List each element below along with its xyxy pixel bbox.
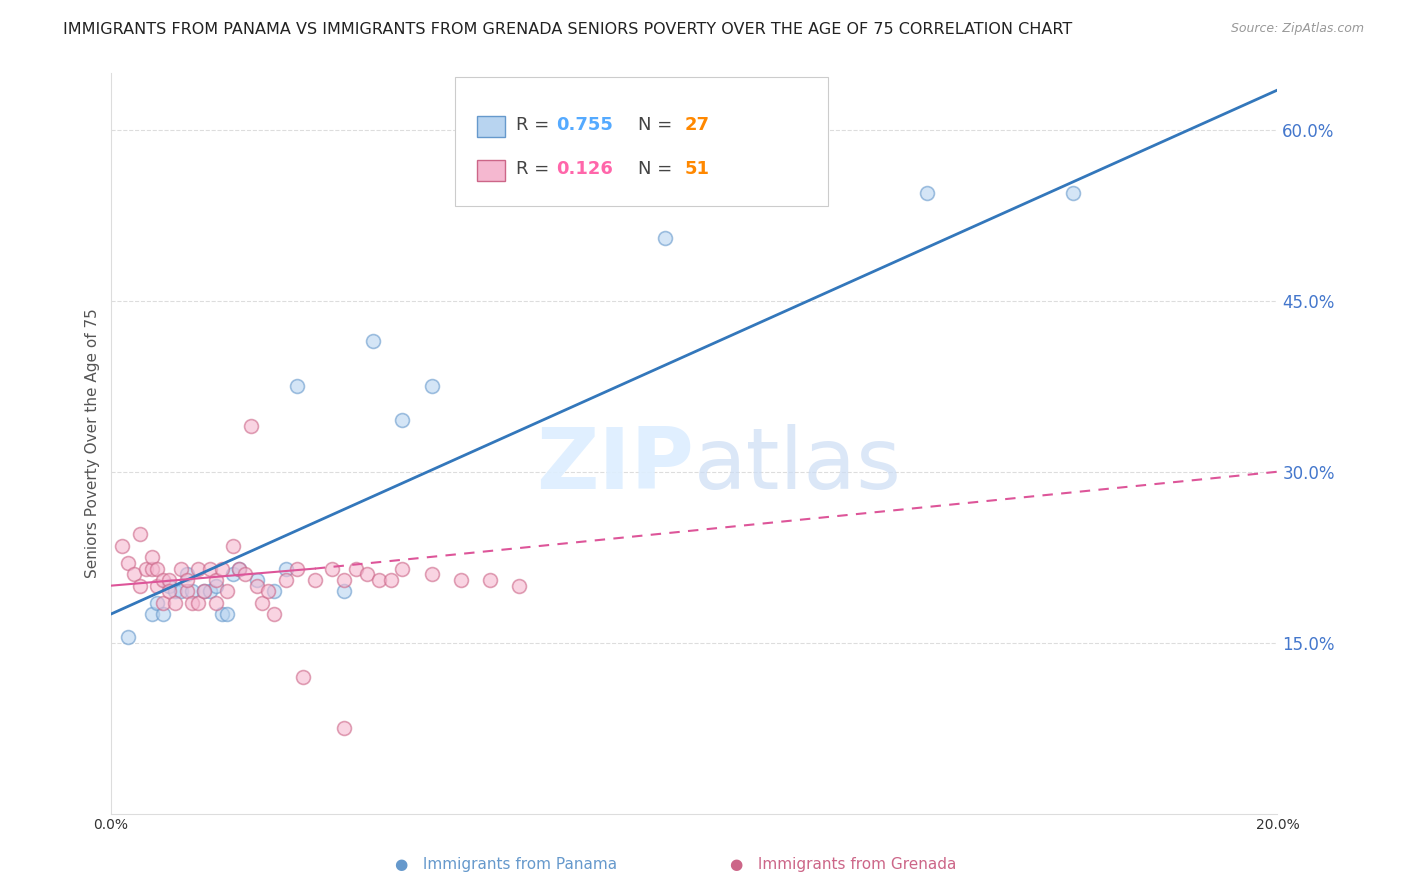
Point [211, 561, 233, 575]
Text: IMMIGRANTS FROM PANAMA VS IMMIGRANTS FROM GRENADA SENIORS POVERTY OVER THE AGE O: IMMIGRANTS FROM PANAMA VS IMMIGRANTS FRO… [63, 22, 1073, 37]
Text: ●   Immigrants from Grenada: ● Immigrants from Grenada [730, 857, 957, 872]
Point [257, 584, 280, 599]
Point [391, 561, 413, 575]
Point [122, 567, 145, 582]
Point [117, 556, 139, 570]
Point [222, 539, 245, 553]
Point [135, 561, 157, 575]
Point [263, 607, 285, 622]
Point [204, 579, 226, 593]
Text: R =: R = [516, 161, 554, 178]
Point [152, 596, 174, 610]
Point [146, 579, 169, 593]
Point [204, 573, 226, 587]
Point [287, 379, 309, 393]
Y-axis label: Seniors Poverty Over the Age of 75: Seniors Poverty Over the Age of 75 [86, 309, 100, 578]
Point [344, 561, 367, 575]
Point [450, 573, 472, 587]
Point [420, 379, 443, 393]
Point [361, 334, 384, 348]
Point [356, 567, 378, 582]
Point [193, 584, 215, 599]
Point [321, 561, 343, 575]
Point [233, 567, 256, 582]
Point [420, 567, 443, 582]
Point [198, 584, 221, 599]
Point [157, 584, 180, 599]
Point [176, 567, 198, 582]
Point [163, 584, 186, 599]
Point [274, 561, 297, 575]
Point [228, 561, 250, 575]
Point [187, 561, 209, 575]
Point [368, 573, 391, 587]
Point [217, 607, 239, 622]
Point [222, 567, 245, 582]
Point [391, 413, 413, 427]
Point [170, 561, 193, 575]
Point [193, 584, 215, 599]
Point [245, 579, 267, 593]
FancyBboxPatch shape [456, 77, 828, 206]
Point [198, 561, 221, 575]
Point [292, 670, 315, 684]
Point [170, 584, 193, 599]
Point [128, 579, 150, 593]
Point [274, 573, 297, 587]
Point [157, 579, 180, 593]
Text: N =: N = [638, 116, 678, 134]
Point [181, 584, 204, 599]
Point [117, 630, 139, 644]
Point [176, 573, 198, 587]
Text: ●   Immigrants from Panama: ● Immigrants from Panama [395, 857, 617, 872]
Point [146, 596, 169, 610]
Point [287, 561, 309, 575]
Point [163, 596, 186, 610]
Point [478, 573, 501, 587]
Point [141, 607, 163, 622]
Point [152, 573, 174, 587]
Point [252, 596, 274, 610]
Point [333, 584, 356, 599]
Point [146, 561, 169, 575]
Point [152, 607, 174, 622]
Text: 51: 51 [685, 161, 710, 178]
Point [245, 573, 267, 587]
Text: 0.755: 0.755 [557, 116, 613, 134]
Point [263, 584, 285, 599]
Point [157, 573, 180, 587]
Point [187, 596, 209, 610]
Text: 0.126: 0.126 [557, 161, 613, 178]
Point [239, 419, 262, 434]
Point [333, 573, 356, 587]
Text: ZIP: ZIP [536, 424, 695, 507]
Point [1062, 186, 1084, 200]
Text: Source: ZipAtlas.com: Source: ZipAtlas.com [1230, 22, 1364, 36]
Point [211, 607, 233, 622]
Point [141, 561, 163, 575]
Point [128, 527, 150, 541]
Text: 27: 27 [685, 116, 710, 134]
Point [333, 721, 356, 735]
Point [508, 579, 530, 593]
Point [654, 231, 676, 245]
Point [217, 584, 239, 599]
Point [228, 561, 250, 575]
Point [111, 539, 134, 553]
FancyBboxPatch shape [477, 160, 505, 181]
Point [380, 573, 402, 587]
Point [917, 186, 939, 200]
FancyBboxPatch shape [477, 116, 505, 136]
Point [141, 550, 163, 565]
Point [181, 596, 204, 610]
Text: N =: N = [638, 161, 678, 178]
Point [204, 596, 226, 610]
Text: atlas: atlas [695, 424, 903, 507]
Point [176, 584, 198, 599]
Point [304, 573, 326, 587]
Text: R =: R = [516, 116, 554, 134]
